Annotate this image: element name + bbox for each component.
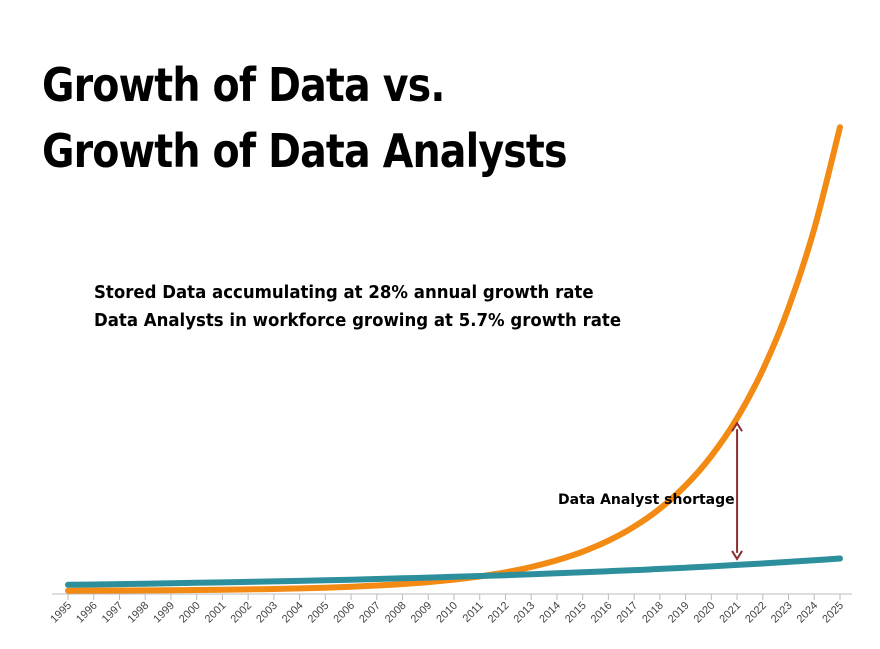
x-tick-label-2004: 2004 (280, 600, 306, 626)
x-tick-label-2019: 2019 (666, 600, 692, 626)
growth-rate-annotations: Stored Data accumulating at 28% annual g… (94, 279, 621, 335)
x-tick-label-2012: 2012 (486, 600, 512, 626)
x-tick-label-1998: 1998 (126, 600, 152, 626)
x-tick-label-2009: 2009 (409, 600, 435, 626)
stored-data-growth-note: Stored Data accumulating at 28% annual g… (94, 282, 594, 303)
x-tick-label-2013: 2013 (512, 600, 538, 626)
shortage-arrow-head-down (731, 550, 743, 561)
x-tick-label-2010: 2010 (434, 600, 460, 626)
x-tick-label-2011: 2011 (461, 600, 486, 625)
x-axis-ticks (67, 594, 841, 600)
x-tick-label-2021: 2021 (717, 600, 743, 626)
x-tick-label-1999: 1999 (151, 600, 177, 626)
x-tick-label-2007: 2007 (357, 600, 383, 626)
x-tick-label-2024: 2024 (795, 600, 821, 626)
x-tick-label-1997: 1997 (100, 600, 126, 626)
x-tick-label-1995: 1995 (48, 600, 74, 626)
x-tick-label-2006: 2006 (331, 600, 357, 626)
chart-title-line-2: Growth of Data Analysts (42, 124, 568, 178)
x-tick-label-2001: 2001 (203, 600, 229, 626)
x-tick-label-2023: 2023 (769, 600, 795, 626)
x-tick-label-2008: 2008 (383, 600, 409, 626)
shortage-gap-arrow (731, 421, 743, 561)
stored-data-series-line (65, 124, 843, 594)
chart-title-line-1: Growth of Data vs. (42, 58, 445, 112)
data-analysts-series-line (65, 555, 843, 588)
chart-title: Growth of Data vs. Growth of Data Analys… (42, 52, 568, 184)
shortage-arrow-head-up (731, 421, 743, 432)
x-tick-label-2005: 2005 (306, 600, 332, 626)
x-tick-label-2002: 2002 (228, 600, 254, 626)
x-tick-label-2025: 2025 (820, 600, 846, 626)
x-tick-label-2014: 2014 (537, 600, 563, 626)
analysts-growth-note: Data Analysts in workforce growing at 5.… (94, 310, 622, 331)
x-tick-label-2000: 2000 (177, 600, 203, 626)
x-tick-label-2017: 2017 (614, 600, 640, 626)
x-tick-label-1996: 1996 (74, 600, 100, 626)
shortage-label: Data Analyst shortage (558, 492, 735, 508)
x-tick-label-2016: 2016 (589, 600, 615, 626)
x-axis-tick-labels: 1995 1996 1997 1998 1999 2000 2001 2002 2003 2004… (48, 600, 846, 626)
x-tick-label-2018: 2018 (640, 600, 666, 626)
x-tick-label-2003: 2003 (254, 600, 280, 626)
x-tick-label-2020: 2020 (692, 600, 718, 626)
x-tick-label-2015: 2015 (563, 600, 589, 626)
x-tick-label-2022: 2022 (743, 600, 769, 626)
